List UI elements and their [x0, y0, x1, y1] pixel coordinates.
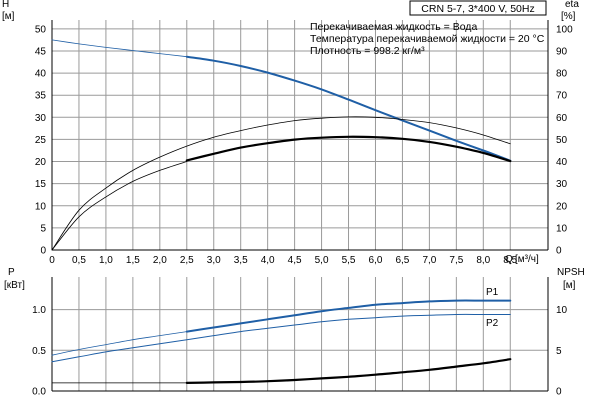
- y-right-tick-label: 70: [556, 91, 568, 102]
- x-tick-label: 1,0: [99, 255, 113, 266]
- y-left-tick-label: 5: [40, 223, 46, 234]
- y-right-tick-label: 30: [556, 179, 568, 190]
- x-axis-label: Q: [505, 254, 513, 265]
- x-tick-label: 0: [49, 255, 55, 266]
- series-labels: P1 P2: [486, 287, 499, 329]
- x-tick-label: 6,0: [369, 255, 383, 266]
- y-left-tick-label: 45: [35, 46, 47, 57]
- top-left-axis-label: H: [2, 0, 9, 10]
- x-tick-label: 6,5: [395, 255, 409, 266]
- efficiency-thin-2-curve: [51, 161, 188, 251]
- p1-label: P1: [486, 287, 499, 298]
- top-right-axis-label: eta: [565, 0, 579, 10]
- series-layer: [51, 39, 512, 384]
- p2-curve: [51, 313, 511, 363]
- y-right-tick-label: 100: [556, 24, 573, 35]
- bottom-left-axis-unit: [кВт]: [4, 280, 25, 291]
- annotation-density: Плотность = 998.2 кг/м³: [310, 45, 425, 57]
- y-left-tick-label: 30: [35, 113, 47, 124]
- y-left-tick-label: 50: [35, 24, 47, 35]
- y-left-tick-label: 35: [35, 91, 47, 102]
- x-tick-label: 3,5: [234, 255, 248, 266]
- npsh-tick-label: 0: [556, 387, 562, 398]
- top-chart-title-group: CRN 5-7, 3*400 V, 50Hz: [409, 0, 547, 16]
- p1-curve: [185, 299, 512, 333]
- y-right-tick-label: 10: [556, 223, 568, 234]
- efficiency-thin-1-curve: [51, 116, 511, 251]
- bottom-right-axis-unit: [м]: [563, 280, 576, 291]
- y-right-tick-label: 60: [556, 113, 568, 124]
- bottom-right-axis-label: NPSH: [557, 267, 585, 278]
- x-tick-label: 1,5: [126, 255, 140, 266]
- x-tick-label: 7,5: [449, 255, 463, 266]
- x-tick-label: 8,0: [476, 255, 490, 266]
- bottom-left-axis-label: P: [8, 267, 15, 278]
- x-tick-label: 7,0: [422, 255, 436, 266]
- annotation-temperature: Температура перекачиваемой жидкости = 20…: [310, 33, 545, 45]
- head-thin-curve: [51, 39, 188, 58]
- title-box: [409, 0, 547, 16]
- head-curve: [185, 55, 512, 162]
- y-right-tick-label: 80: [556, 69, 568, 80]
- x-tick-label: 4,0: [261, 255, 275, 266]
- x-tick-label: 4,5: [288, 255, 302, 266]
- annotation-box: Перекачиваемая жидкость = Вода Температу…: [310, 21, 545, 57]
- bottom-chart-grid: [51, 277, 548, 392]
- y-right-tick-label: 20: [556, 201, 568, 212]
- top-chart-axes: H [м] eta [%] Q [м³/ч]: [2, 0, 579, 265]
- npsh-tick-label: 5: [556, 346, 562, 357]
- y-right-tick-label: 40: [556, 157, 568, 168]
- y-right-tick-label: 90: [556, 46, 568, 57]
- p2-label: P2: [486, 318, 499, 329]
- top-chart-grid: [51, 20, 548, 251]
- chart-title: CRN 5-7, 3*400 V, 50Hz: [421, 3, 534, 15]
- npsh-tick-label: 10: [556, 305, 568, 316]
- p-tick-label: 1.0: [32, 305, 46, 316]
- p-tick-label: 0.0: [32, 387, 46, 398]
- x-tick-label: 5,0: [315, 255, 329, 266]
- y-left-tick-label: 25: [35, 135, 47, 146]
- x-tick-label: 8,5: [503, 255, 517, 266]
- p-tick-label: 0.5: [32, 346, 46, 357]
- y-right-tick-label: 0: [556, 246, 562, 257]
- y-left-tick-label: 0: [40, 246, 46, 257]
- p1-thin-curve: [51, 331, 188, 356]
- y-left-tick-label: 20: [35, 157, 47, 168]
- x-tick-label: 3,0: [207, 255, 221, 266]
- y-left-tick-label: 40: [35, 69, 47, 80]
- top-left-axis-unit: [м]: [2, 11, 15, 22]
- x-tick-label: 5,5: [342, 255, 356, 266]
- npsh-curve: [185, 358, 512, 384]
- y-left-tick-label: 10: [35, 201, 47, 212]
- tick-labels: 0 0,5 1,0 1,5 2,0 2,5 3,0 3,5 4,0 4,5 5,0 5,5 6,0 6,5…: [32, 24, 573, 397]
- annotation-liquid: Перекачиваемая жидкость = Вода: [310, 21, 477, 33]
- bottom-chart-axes: P [кВт] NPSH [м]: [4, 267, 585, 392]
- x-tick-label: 2,5: [180, 255, 194, 266]
- x-axis-unit: [м³/ч]: [515, 254, 539, 265]
- x-tick-label: 2,0: [153, 255, 167, 266]
- top-right-axis-unit: [%]: [561, 11, 576, 22]
- x-tick-label: 0,5: [72, 255, 86, 266]
- y-right-tick-label: 50: [556, 135, 568, 146]
- y-left-tick-label: 15: [35, 179, 47, 190]
- efficiency-curve: [185, 135, 512, 163]
